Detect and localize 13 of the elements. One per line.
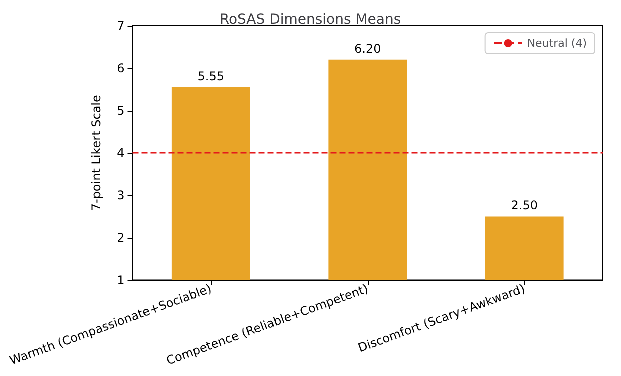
data-label: 5.55 bbox=[198, 69, 224, 84]
y-tick-label: 3 bbox=[117, 188, 125, 203]
y-tick-label: 1 bbox=[117, 273, 125, 288]
y-tick-label: 5 bbox=[117, 104, 125, 118]
y-tick-label: 7 bbox=[117, 19, 125, 33]
legend-label: Neutral (4) bbox=[527, 37, 588, 50]
y-tick-label: 6 bbox=[117, 61, 125, 76]
y-tick-label: 2 bbox=[117, 230, 125, 245]
chart-title: RoSAS Dimensions Means bbox=[220, 12, 402, 28]
y-tick-label: 4 bbox=[117, 146, 125, 160]
y-axis-title: 7-point Likert Scale bbox=[90, 95, 104, 212]
data-label: 6.20 bbox=[354, 42, 382, 56]
data-label: 2.50 bbox=[511, 198, 538, 213]
